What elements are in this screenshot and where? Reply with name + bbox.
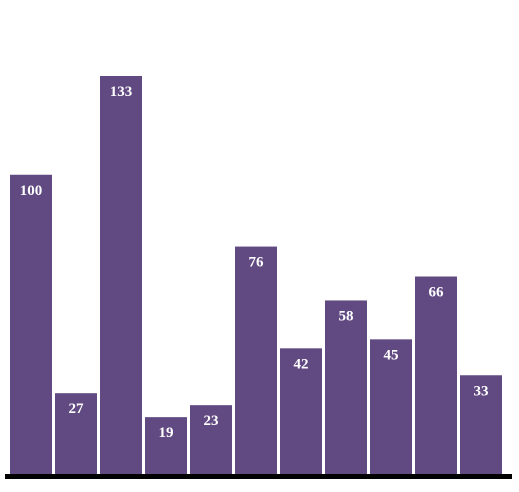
- bar-value-label-8: 58: [339, 308, 354, 324]
- bar-6: [235, 246, 277, 474]
- bar-9: [370, 339, 412, 474]
- bar-value-label-7: 42: [294, 356, 309, 372]
- bar-3: [100, 76, 142, 474]
- bar-value-label-5: 23: [204, 413, 219, 429]
- bar-4: [145, 417, 187, 474]
- bar-1: [10, 174, 52, 474]
- bar-2: [55, 393, 97, 474]
- bar-10: [415, 276, 457, 474]
- bar-11: [460, 375, 502, 474]
- bar-value-label-6: 76: [249, 255, 265, 271]
- bars-group: [10, 76, 502, 474]
- bar-labels-group: 100 27 133 19 23 76 42 58 45 66 33: [20, 84, 489, 441]
- bar-7: [280, 348, 322, 474]
- bar-value-label-1: 100: [20, 183, 43, 199]
- bar-8: [325, 300, 367, 474]
- bar-value-label-4: 19: [159, 425, 174, 441]
- bar-5: [190, 405, 232, 474]
- bar-value-label-11: 33: [474, 383, 489, 399]
- bar-value-label-3: 133: [110, 84, 133, 100]
- bar-value-label-10: 66: [429, 285, 445, 301]
- bar-value-label-9: 45: [384, 347, 399, 363]
- bar-value-label-2: 27: [69, 401, 85, 417]
